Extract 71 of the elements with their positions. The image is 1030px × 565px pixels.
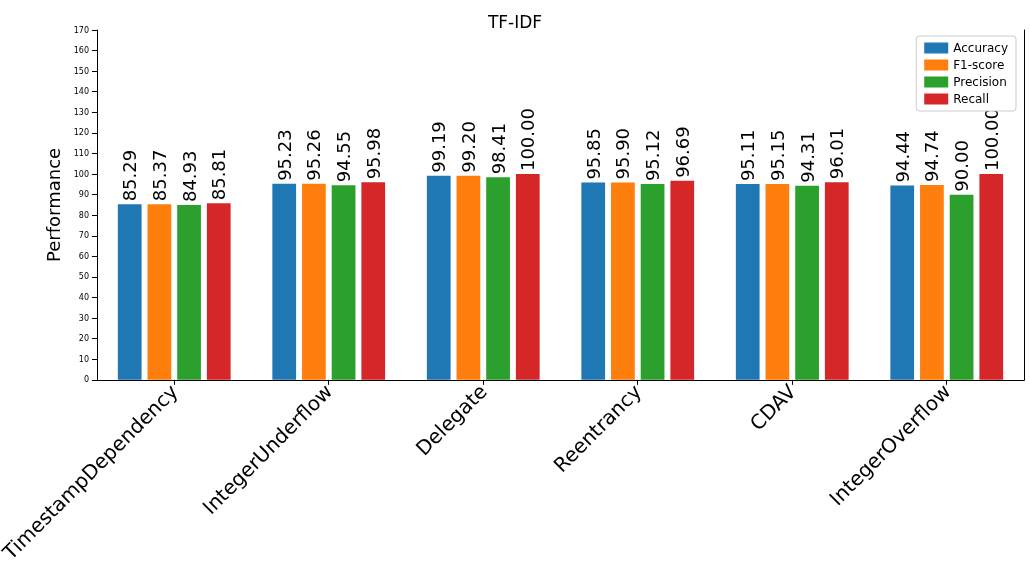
- bar: [302, 183, 326, 380]
- y-tick-label: 150: [73, 66, 89, 76]
- bar: [765, 184, 790, 380]
- bar: [361, 182, 386, 380]
- bar: [272, 183, 297, 380]
- bar: [426, 175, 451, 380]
- data-label: 100.00: [517, 108, 539, 172]
- data-label: 95.26: [303, 129, 325, 181]
- bar: [979, 174, 1004, 380]
- bar: [117, 204, 142, 380]
- y-tick-label: 80: [78, 210, 89, 220]
- data-label: 95.85: [582, 128, 604, 180]
- data-label: 84.93: [178, 150, 200, 203]
- data-label: 99.20: [457, 121, 479, 173]
- data-label: 95.15: [766, 129, 788, 182]
- data-label: 94.74: [921, 130, 943, 182]
- y-tick-label: 30: [78, 313, 89, 323]
- data-label: 99.19: [428, 121, 450, 173]
- bar: [735, 184, 760, 380]
- bar: [331, 185, 356, 380]
- bar: [640, 184, 665, 380]
- data-label: 95.12: [642, 129, 664, 182]
- data-label: 95.90: [612, 127, 634, 180]
- bar: [949, 194, 974, 380]
- legend-label: Precision: [953, 75, 1007, 89]
- data-label: 85.81: [208, 148, 230, 201]
- chart-title: TF-IDF: [486, 11, 543, 32]
- y-tick-label: 40: [78, 293, 89, 303]
- bar: [515, 174, 540, 380]
- data-label: 95.11: [737, 129, 759, 182]
- data-label: 94.31: [796, 131, 818, 183]
- y-tick-label: 60: [78, 251, 89, 261]
- data-label: 85.29: [119, 149, 141, 202]
- data-label: 98.41: [487, 122, 509, 175]
- data-label: 85.37: [148, 149, 170, 202]
- bar: [581, 182, 606, 380]
- y-tick-label: 70: [78, 231, 89, 241]
- y-tick-label: 130: [73, 107, 89, 117]
- bar: [795, 185, 819, 380]
- data-label: 95.23: [273, 129, 295, 181]
- y-axis-title: Performance: [43, 147, 65, 262]
- data-label: 90.00: [951, 140, 973, 192]
- y-tick-label: 100: [73, 169, 89, 179]
- y-tick-label: 20: [78, 334, 89, 344]
- data-label: 95.98: [362, 127, 384, 180]
- y-tick-label: 10: [78, 354, 89, 364]
- bar: [920, 184, 944, 380]
- bar: [177, 205, 201, 380]
- bar: [206, 203, 231, 380]
- y-tick-label: 90: [78, 190, 89, 200]
- legend-label: F1-score: [953, 58, 1005, 72]
- bar: [890, 185, 915, 380]
- y-tick-label: 170: [73, 25, 89, 35]
- data-label: 96.69: [671, 126, 693, 178]
- y-tick-label: 120: [73, 128, 89, 138]
- y-tick-label: 140: [73, 87, 89, 97]
- bar: [456, 175, 481, 380]
- y-tick-label: 110: [73, 148, 89, 158]
- bar: [147, 204, 172, 380]
- legend-label: Recall: [953, 92, 990, 106]
- bar: [611, 182, 635, 380]
- bar: [824, 182, 849, 380]
- y-tick-label: 0: [83, 375, 89, 385]
- legend-label: Accuracy: [953, 41, 1009, 55]
- data-label: 94.55: [333, 130, 355, 183]
- data-label: 96.01: [826, 127, 848, 180]
- data-label: 94.44: [891, 130, 913, 183]
- y-tick-label: 50: [78, 272, 89, 282]
- bar: [486, 177, 510, 380]
- y-tick-label: 160: [73, 46, 89, 56]
- bar: [670, 180, 695, 380]
